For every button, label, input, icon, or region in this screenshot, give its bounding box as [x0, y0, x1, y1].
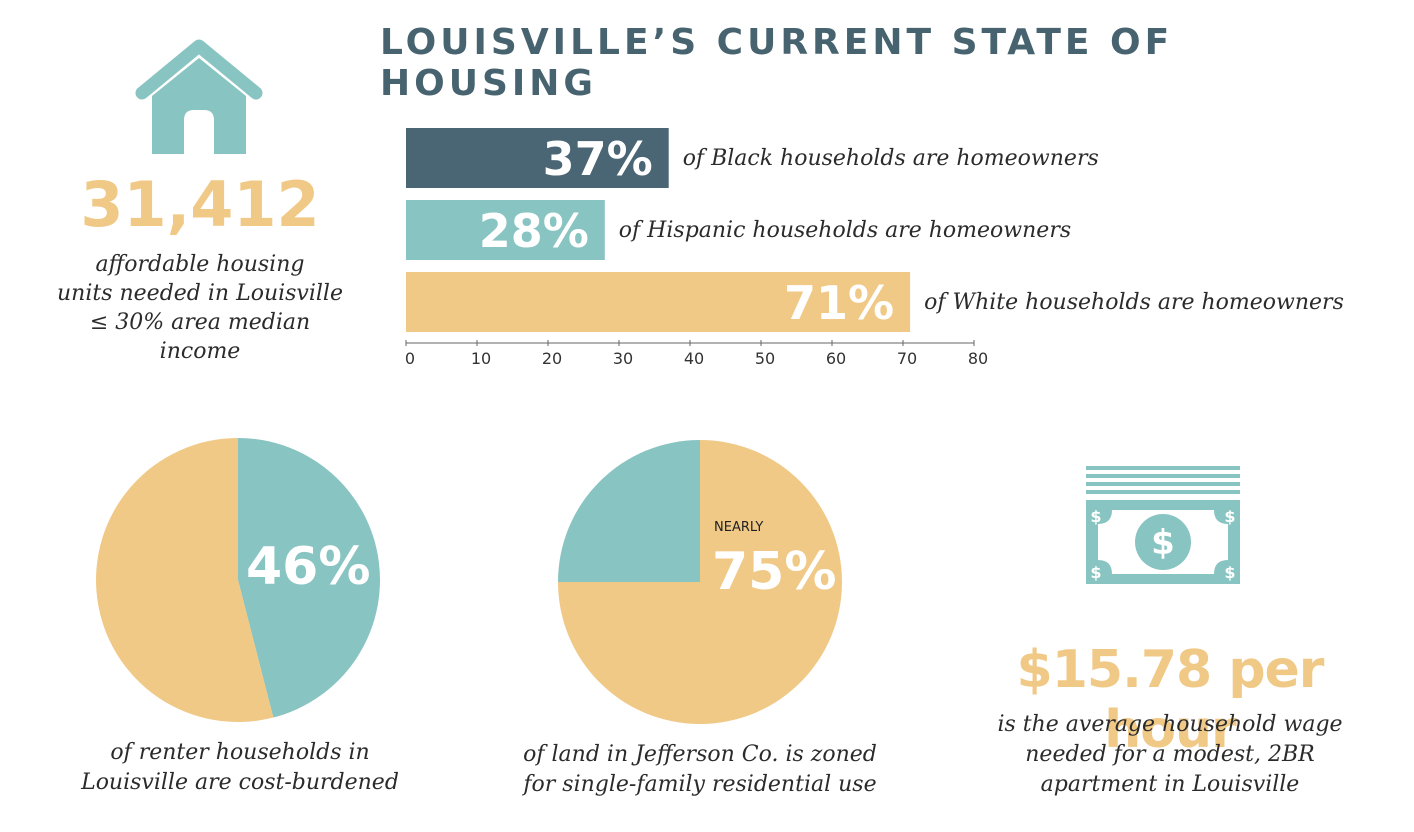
dollar-bill-icon: $ $ $ $ $ [1086, 466, 1240, 584]
svg-text:$: $ [1224, 563, 1235, 582]
svg-text:$: $ [1151, 523, 1175, 563]
x-tick-label: 20 [542, 349, 562, 368]
pie2-caption-line: of land in Jefferson Co. is zoned [523, 742, 877, 767]
units-caption-line: units needed in Louisville [57, 281, 343, 306]
pie2-caption: of land in Jefferson Co. is zoned for si… [490, 740, 910, 800]
bar-value-label: 28% [479, 204, 589, 258]
bar-white [406, 272, 911, 332]
units-caption: affordable housing units needed in Louis… [20, 250, 380, 366]
bar-category-label: of White households are homeowners [924, 290, 1344, 315]
pie-slice-other [558, 440, 700, 582]
units-caption-line: income [159, 339, 241, 364]
x-tick-label: 10 [471, 349, 491, 368]
pie1-caption: of renter households in Louisville are c… [50, 738, 430, 798]
pie-slice-other [95, 438, 274, 722]
bar-value-label: 37% [543, 132, 653, 186]
pie1-caption-line: Louisville are cost-burdened [81, 770, 399, 795]
x-tick-label: 30 [613, 349, 633, 368]
bar-category-label: of Hispanic households are homeowners [619, 218, 1071, 243]
x-tick-label: 70 [897, 349, 917, 368]
bar-black [406, 128, 669, 188]
units-caption-line: affordable housing [95, 252, 305, 277]
house-icon [135, 39, 263, 154]
x-tick-label: 0 [405, 349, 415, 368]
units-value: 31,412 [80, 168, 320, 241]
zoning-pie-chart: NEARLY 75% [558, 440, 842, 724]
pie2-caption-line: for single-family residential use [523, 772, 877, 797]
cost-burdened-pie-chart: 46% [95, 438, 380, 722]
pie-slice-cost-burdened [238, 438, 380, 718]
x-tick-label: 60 [826, 349, 846, 368]
page-title: LOUISVILLE’S CURRENT STATE OF HOUSING [380, 22, 1174, 104]
svg-text:$: $ [1090, 507, 1101, 526]
bar-value-label: 71% [784, 276, 894, 330]
pie1-caption-line: of renter households in [110, 740, 370, 765]
wage-caption-line: needed for a modest, 2BR [1025, 742, 1315, 767]
pie-value-label: 46% [246, 537, 370, 597]
svg-text:$: $ [1090, 563, 1101, 582]
pie-label-prefix: NEARLY [714, 520, 763, 535]
svg-text:$: $ [1224, 507, 1235, 526]
x-tick-label: 80 [968, 349, 988, 368]
wage-caption-line: apartment in Louisville [1040, 772, 1300, 797]
bar-category-label: of Black households are homeowners [683, 146, 1099, 171]
bar-hispanic [406, 200, 605, 260]
homeownership-bar-chart: 37% of Black households are homeowners 28%… [405, 128, 1344, 368]
wage-caption-line: is the average household wage [997, 712, 1343, 737]
wage-value: $15.78 per hour [1016, 640, 1325, 760]
x-tick-label: 50 [755, 349, 775, 368]
wage-caption: is the average household wage needed for… [960, 710, 1380, 800]
pie-value-label: 75% [712, 542, 836, 602]
x-tick-label: 40 [684, 349, 704, 368]
units-caption-line: ≤ 30% area median [89, 310, 311, 335]
